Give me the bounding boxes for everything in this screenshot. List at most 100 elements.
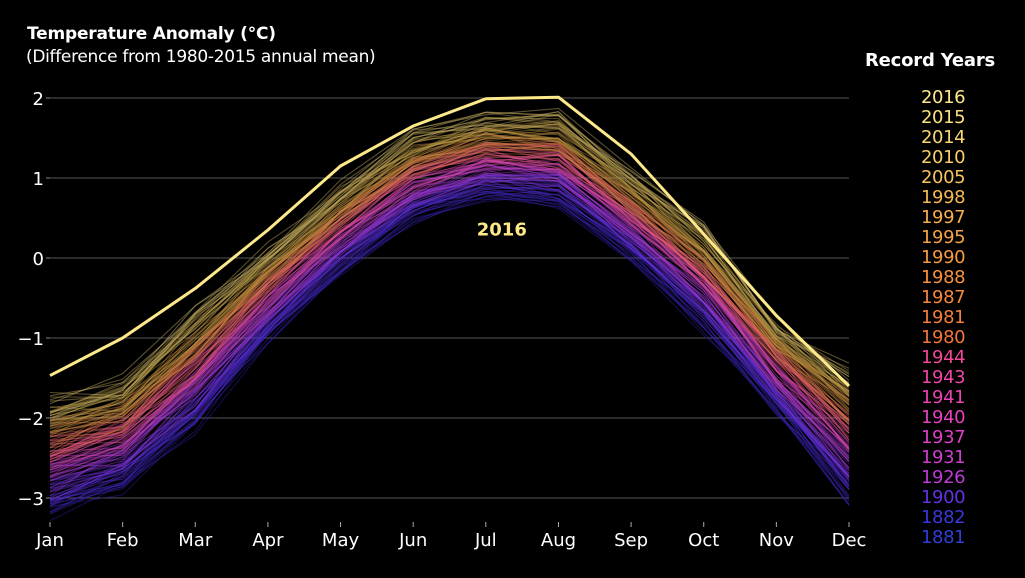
year-line (49, 147, 850, 459)
year-line (49, 174, 850, 501)
highlight-series (49, 95, 851, 388)
year-line (49, 155, 850, 437)
year-line (49, 123, 850, 417)
year-line (49, 128, 850, 412)
year-line (49, 119, 850, 409)
year-line (49, 111, 850, 397)
y-tick-label: 2 (33, 89, 44, 110)
x-axis: Jan Feb Mar Apr May Jun Jul Aug Sep Oct Nov Dec (35, 522, 866, 551)
year-line (49, 134, 850, 430)
year-line (49, 158, 850, 456)
legend-item: 1990 (921, 247, 966, 268)
y-tick-label: −1 (17, 329, 44, 350)
legend-item: 1882 (921, 507, 966, 528)
year-line (49, 142, 850, 453)
y-tick-label: −2 (17, 409, 44, 430)
year-line (49, 132, 850, 426)
year-line (49, 149, 850, 449)
year-line (49, 143, 850, 457)
legend-item: 2010 (921, 147, 966, 168)
year-line (49, 136, 850, 427)
year-line (49, 192, 850, 506)
background-year-lines (49, 107, 850, 522)
year-line (49, 194, 850, 497)
legend-item: 1940 (921, 407, 966, 428)
year-line (49, 115, 850, 424)
year-line (49, 127, 850, 422)
year-line (49, 175, 850, 499)
year-line (49, 153, 850, 457)
y-tick-label: 0 (33, 249, 44, 270)
year-line (49, 107, 850, 405)
year-line (49, 165, 850, 474)
year-line (49, 149, 850, 464)
year-line (49, 163, 850, 467)
year-line (49, 179, 850, 512)
year-line (49, 154, 850, 461)
annotations: 2016 (477, 220, 527, 241)
year-line (49, 171, 850, 481)
year-line (49, 111, 850, 402)
annotation-label: 2016 (477, 220, 527, 241)
year-line (49, 173, 850, 502)
year-line (49, 190, 850, 506)
legend-item: 1931 (921, 447, 966, 468)
year-line (49, 156, 850, 478)
y-tick-label: 1 (33, 169, 44, 190)
year-line (49, 187, 850, 481)
legend-item: 1937 (921, 427, 966, 448)
year-line (49, 163, 850, 467)
legend-item: 1941 (921, 387, 966, 408)
year-line (49, 125, 850, 421)
legend-item: 2005 (921, 167, 966, 188)
x-tick-label: Sep (614, 530, 648, 551)
series-line-2016 (49, 95, 851, 388)
year-line (49, 168, 850, 478)
year-line (49, 167, 850, 471)
year-line (49, 168, 850, 471)
year-line (49, 161, 850, 461)
year-line (49, 153, 850, 470)
year-line (49, 191, 850, 507)
year-line (49, 132, 850, 423)
year-line (49, 117, 850, 419)
year-line (49, 174, 850, 500)
year-line (49, 133, 850, 427)
year-line (49, 173, 850, 490)
year-line (49, 148, 850, 468)
year-line (49, 116, 850, 415)
year-line (49, 153, 850, 460)
year-line (49, 127, 850, 412)
year-line (49, 142, 850, 446)
year-line (49, 145, 850, 449)
year-line (49, 127, 850, 438)
year-line (49, 123, 850, 398)
year-line (49, 154, 850, 442)
year-line (49, 159, 850, 464)
y-axis: 2 1 0 −1 −2 −3 (17, 89, 50, 510)
year-line (49, 133, 850, 432)
year-line (49, 163, 850, 473)
year-line (49, 172, 850, 478)
year-line (49, 162, 850, 469)
year-line (49, 152, 850, 457)
year-line (49, 172, 850, 486)
x-tick-label: Jul (474, 530, 497, 551)
year-line (49, 184, 850, 504)
year-line (49, 188, 850, 485)
year-line (49, 122, 850, 416)
year-line (49, 188, 850, 522)
year-line (49, 157, 850, 441)
year-line (49, 177, 850, 489)
x-tick-label: May (322, 530, 360, 551)
year-line (49, 143, 850, 455)
year-line (49, 147, 850, 458)
year-line (49, 142, 850, 458)
year-line (49, 121, 850, 434)
year-line (49, 141, 850, 434)
year-line (49, 190, 850, 509)
year-line (49, 176, 850, 493)
year-line (49, 124, 850, 421)
x-tick-label: Mar (178, 530, 213, 551)
